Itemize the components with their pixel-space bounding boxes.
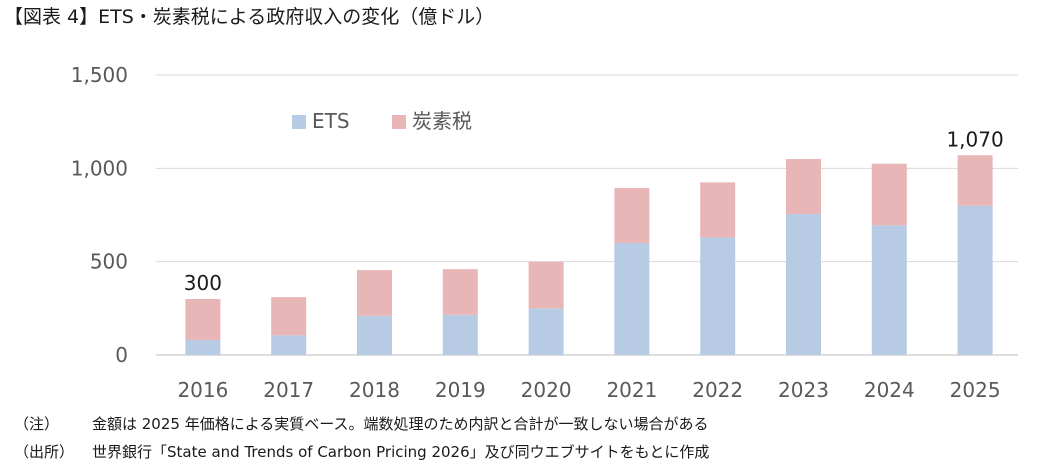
x-tick-label-2016: 2016 xyxy=(177,378,228,402)
legend: ETS 炭素税 xyxy=(292,109,472,133)
x-axis-tick-labels: 2016 2017 2018 2019 2020 2021 2022 2023 2024 2025 xyxy=(177,378,1000,402)
note-2-text: 世界銀行「State and Trends of Carbon Pricing … xyxy=(92,443,710,461)
x-tick-label-2025: 2025 xyxy=(950,378,1001,402)
note-1-tag: （注） xyxy=(14,415,60,433)
bar-carbon-tax-2018 xyxy=(357,270,392,316)
bar-carbon-tax-2016 xyxy=(185,299,221,341)
x-tick-label-2023: 2023 xyxy=(778,378,829,402)
bar-ets-2019 xyxy=(442,314,478,355)
note-1: （注） 金額は 2025 年価格による実質ベース。端数処理のため内訳と合計が一致し… xyxy=(14,413,709,434)
bar-ets-2025 xyxy=(957,205,993,355)
bar-carbon-tax-2017 xyxy=(271,297,307,336)
bar-ets-2021 xyxy=(614,243,650,355)
bar-ets-2023 xyxy=(786,214,821,355)
bar-ets-2024 xyxy=(871,225,907,355)
x-tick-label-2020: 2020 xyxy=(521,378,572,402)
x-tick-label-2022: 2022 xyxy=(692,378,743,402)
y-tick-label: 0 xyxy=(115,343,128,367)
x-tick-label-2017: 2017 xyxy=(263,378,314,402)
chart-title: 【図表 4】ETS・炭素税による政府収入の変化（億ドル） xyxy=(4,6,495,28)
bar-ets-2016 xyxy=(185,340,221,355)
bar-carbon-tax-2024 xyxy=(871,163,907,226)
bar-carbon-tax-2021 xyxy=(614,187,650,243)
note-2-tag: （出所） xyxy=(14,443,75,461)
y-axis-tick-labels: 0 500 1,000 1,500 xyxy=(71,63,128,367)
y-tick-label: 1,500 xyxy=(71,63,128,87)
bars xyxy=(185,155,993,355)
legend-label-carbon-tax: 炭素税 xyxy=(412,109,472,133)
bar-carbon-tax-2019 xyxy=(442,269,478,315)
y-tick-label: 500 xyxy=(90,250,128,274)
bar-ets-2022 xyxy=(700,237,736,355)
bar-carbon-tax-2022 xyxy=(700,182,736,238)
annotations: 300 1,070 xyxy=(184,127,1004,295)
legend-swatch-carbon-tax xyxy=(392,115,406,129)
data-label-2016: 300 xyxy=(184,271,222,295)
bar-carbon-tax-2020 xyxy=(528,261,564,309)
bar-carbon-tax-2025 xyxy=(957,155,993,206)
x-tick-label-2018: 2018 xyxy=(349,378,400,402)
legend-label-ets: ETS xyxy=(312,109,350,133)
x-tick-label-2024: 2024 xyxy=(864,378,915,402)
bar-carbon-tax-2023 xyxy=(786,159,821,215)
x-tick-label-2019: 2019 xyxy=(435,378,486,402)
legend-swatch-ets xyxy=(292,115,306,129)
bar-ets-2018 xyxy=(357,315,392,355)
bar-ets-2017 xyxy=(271,335,307,355)
note-2: （出所） 世界銀行「State and Trends of Carbon Pric… xyxy=(14,441,709,462)
x-tick-label-2021: 2021 xyxy=(606,378,657,402)
data-label-2025: 1,070 xyxy=(946,127,1003,151)
note-1-text: 金額は 2025 年価格による実質ベース。端数処理のため内訳と合計が一致しない場… xyxy=(92,415,709,433)
y-tick-label: 1,000 xyxy=(71,156,128,180)
bar-ets-2020 xyxy=(528,308,564,355)
